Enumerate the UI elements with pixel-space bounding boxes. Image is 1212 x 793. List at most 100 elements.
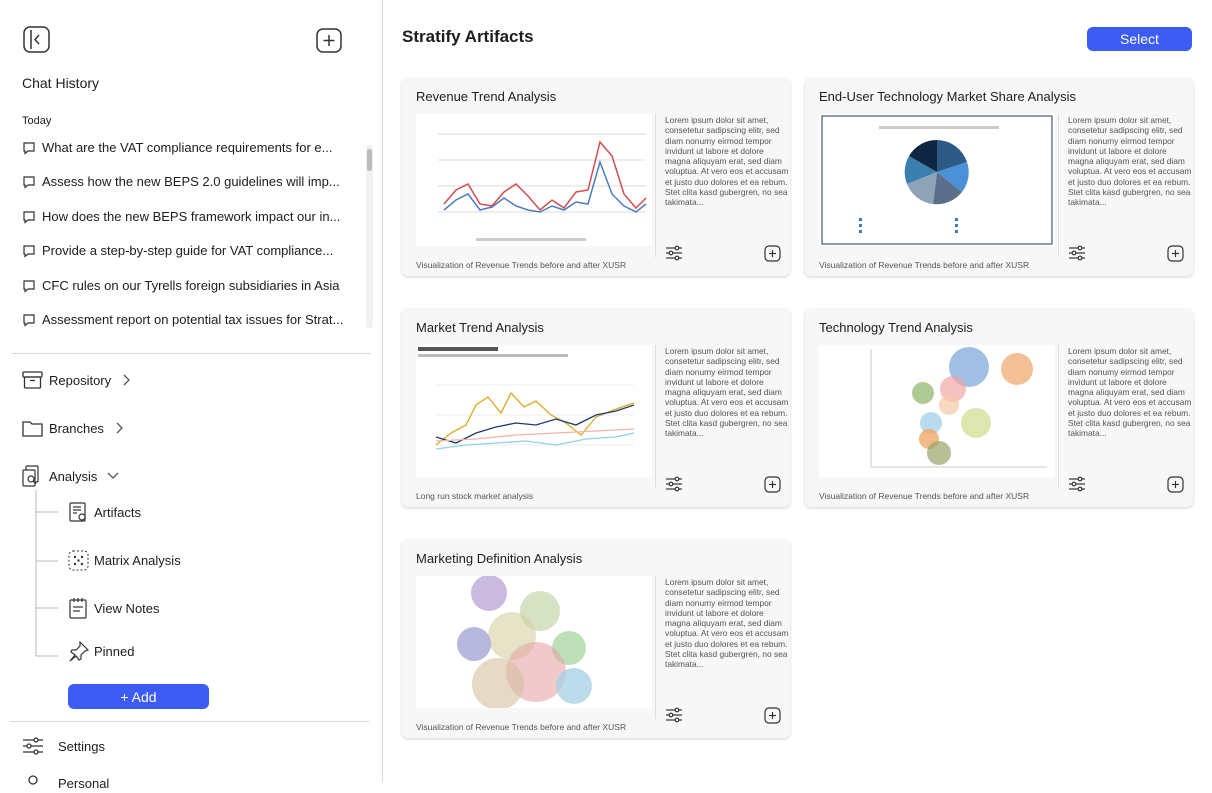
analysis-label: Matrix Analysis <box>94 553 181 568</box>
sidebar: Chat History Today What are the VAT comp… <box>0 0 383 791</box>
add-icon <box>764 245 781 262</box>
card-settings-button[interactable] <box>1068 244 1086 262</box>
card-caption: Visualization of Revenue Trends before a… <box>416 260 627 270</box>
card-caption: Long run stock market analysis <box>416 491 534 501</box>
card-add-button[interactable] <box>1167 244 1185 262</box>
settings-icon <box>23 737 43 755</box>
divider <box>655 345 656 488</box>
chat-label: CFC rules on our Tyrells foreign subsidi… <box>42 278 340 293</box>
divider <box>655 114 656 257</box>
card-caption: Visualization of Revenue Trends before a… <box>819 491 1030 501</box>
nav-item[interactable]: Branches <box>22 418 128 438</box>
card-add-button[interactable] <box>1167 475 1185 493</box>
artifact-card[interactable]: Marketing Definition Analysis Lorem ipsu… <box>402 540 790 738</box>
card-thumbnail <box>416 576 652 708</box>
divider <box>1058 114 1059 257</box>
card-settings-button[interactable] <box>665 706 683 724</box>
notes-icon <box>69 598 87 619</box>
card-description: Lorem ipsum dolor sit amet, consetetur s… <box>665 577 789 670</box>
card-add-button[interactable] <box>764 475 782 493</box>
card-settings-button[interactable] <box>1068 475 1086 493</box>
new-chat-icon[interactable] <box>316 26 344 53</box>
card-title: End-User Technology Market Share Analysi… <box>819 89 1076 104</box>
page-title: Stratify Artifacts <box>402 27 534 46</box>
pin-icon <box>69 641 89 662</box>
add-button[interactable]: + Add <box>68 684 209 709</box>
repository-icon <box>22 371 43 389</box>
card-title: Market Trend Analysis <box>416 320 544 335</box>
analysis-item[interactable]: Matrix Analysis <box>68 550 181 571</box>
analysis-label: Pinned <box>94 644 135 659</box>
card-add-button[interactable] <box>764 706 782 724</box>
chat-label: Assess how the new BEPS 2.0 guidelines w… <box>42 174 340 189</box>
add-icon <box>1167 476 1184 493</box>
chat-label: What are the VAT compliance requirements… <box>42 140 333 155</box>
chat-item[interactable]: CFC rules on our Tyrells foreign subsidi… <box>22 278 339 293</box>
chevron <box>116 422 123 434</box>
analysis-label: View Notes <box>94 601 160 616</box>
analysis-icon <box>22 465 39 487</box>
nav-label: Analysis <box>49 468 98 484</box>
card-title: Revenue Trend Analysis <box>416 89 557 104</box>
analysis-label: Artifacts <box>94 505 141 520</box>
artifact-card[interactable]: Technology Trend Analysis Lorem ipsum do… <box>805 309 1193 507</box>
chat-label: How does the new BEPS framework impact o… <box>42 209 341 224</box>
add-icon <box>764 707 781 724</box>
matrix-icon <box>68 550 89 571</box>
card-add-button[interactable] <box>764 244 782 262</box>
chat-label: Provide a step-by-step guide for VAT com… <box>42 243 334 258</box>
section-title: Chat History <box>22 75 100 91</box>
chat-item[interactable]: Assess how the new BEPS 2.0 guidelines w… <box>22 174 340 189</box>
card-thumbnail <box>819 114 1055 246</box>
nav-label: Branches <box>49 420 104 436</box>
card-caption: Visualization of Revenue Trends before a… <box>416 722 627 732</box>
artifacts-icon <box>69 502 86 522</box>
branches-icon <box>22 421 43 437</box>
scrollbar <box>366 145 373 328</box>
settings-link[interactable]: Settings <box>22 736 105 756</box>
personal-link[interactable]: Personal <box>22 773 109 793</box>
artifact-card[interactable]: End-User Technology Market Share Analysi… <box>805 78 1193 276</box>
card-thumbnail <box>416 114 652 246</box>
artifact-card[interactable]: Market Trend Analysis Lorem ipsum dolor … <box>402 309 790 507</box>
chat-icon <box>23 313 35 327</box>
chat-icon <box>23 210 35 224</box>
card-description: Lorem ipsum dolor sit amet, consetetur s… <box>1068 346 1192 439</box>
analysis-item[interactable]: Pinned <box>68 641 134 662</box>
analysis-item[interactable]: View Notes <box>68 597 160 620</box>
settings-icon <box>1069 476 1085 492</box>
nav-item[interactable]: Analysis <box>22 465 121 487</box>
chat-icon <box>23 279 35 293</box>
card-title: Technology Trend Analysis <box>819 320 973 335</box>
settings-icon <box>1069 245 1085 261</box>
chat-item[interactable]: Assessment report on potential tax issue… <box>22 312 343 327</box>
chat-item[interactable]: What are the VAT compliance requirements… <box>22 140 332 155</box>
analysis-item[interactable]: Artifacts <box>68 502 141 523</box>
card-settings-button[interactable] <box>665 475 683 493</box>
card-thumbnail <box>819 345 1055 477</box>
tree-lines <box>35 490 58 657</box>
card-thumbnail <box>416 345 652 477</box>
nav-item[interactable]: Repository <box>22 370 135 390</box>
add-icon <box>764 476 781 493</box>
chat-item[interactable]: Provide a step-by-step guide for VAT com… <box>22 243 333 258</box>
add-icon <box>1167 245 1184 262</box>
card-caption: Visualization of Revenue Trends before a… <box>819 260 1030 270</box>
settings-label: Settings <box>58 738 105 754</box>
chat-icon <box>23 175 35 189</box>
chat-label: Assessment report on potential tax issue… <box>42 312 344 327</box>
divider <box>10 721 369 722</box>
personal-icon <box>28 775 38 785</box>
chat-item[interactable]: How does the new BEPS framework impact o… <box>22 209 340 224</box>
card-settings-button[interactable] <box>665 244 683 262</box>
card-description: Lorem ipsum dolor sit amet, consetetur s… <box>665 346 789 439</box>
collapse-icon[interactable] <box>23 26 50 53</box>
group-label: Today <box>22 115 52 127</box>
card-description: Lorem ipsum dolor sit amet, consetetur s… <box>1068 115 1192 208</box>
card-description: Lorem ipsum dolor sit amet, consetetur s… <box>665 115 789 208</box>
personal-label: Personal <box>58 775 110 791</box>
artifact-card[interactable]: Revenue Trend Analysis Lorem ipsum dolor… <box>402 78 790 276</box>
chat-icon <box>23 141 35 155</box>
select-button[interactable]: Select <box>1087 27 1192 51</box>
